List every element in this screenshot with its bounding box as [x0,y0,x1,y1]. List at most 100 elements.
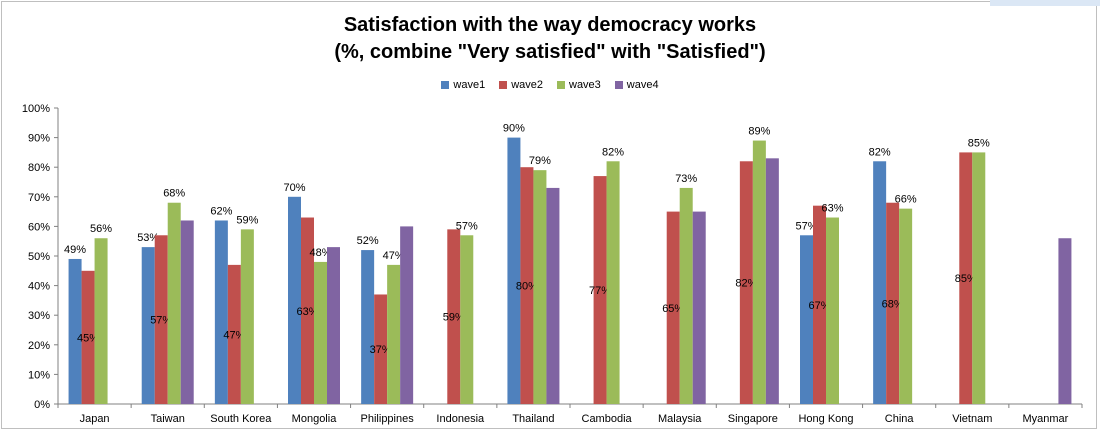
x-tick-label: Cambodia [582,413,633,425]
x-tick-label: Indonesia [436,413,485,425]
bar-wave3 [387,264,401,404]
y-tick-label: 30% [28,310,50,322]
data-label-wave2: 82% [735,278,757,290]
bar-wave2 [886,202,900,404]
data-label-wave1: 90% [503,123,525,135]
chart-subtitle: (%, combine "Very satisfied" with "Satis… [334,41,766,63]
x-tick-label: Malaysia [658,413,702,425]
x-tick-label: Myanmar [1023,413,1069,425]
bar-wave4 [327,247,340,404]
x-tick-label: Taiwan [151,413,185,425]
bar-wave3 [94,238,108,404]
bar-wave2 [227,264,241,404]
bar-wave4 [400,226,414,404]
bar-wave3 [752,140,766,404]
data-label-wave1: 53% [137,232,159,244]
data-label-wave3: 79% [529,155,551,167]
data-label-wave3: 66% [895,194,917,206]
data-label-wave1: 52% [357,235,379,247]
bar-wave1 [361,250,375,404]
y-tick-label: 90% [28,133,50,145]
bar-wave2 [447,229,461,404]
data-label-wave1: 49% [64,244,86,256]
data-label-wave2: 57% [150,315,172,327]
legend-swatch-wave4 [614,81,623,89]
bar-wave3 [899,208,913,404]
legend-item-wave1: wave1 [441,79,485,91]
x-tick-label: China [885,413,915,425]
data-label-wave3: 59% [236,214,258,226]
x-tick-label: Philippines [361,413,415,425]
data-label-wave2: 77% [589,285,611,297]
bar-wave1 [68,258,82,404]
y-tick-label: 20% [28,340,50,352]
y-tick-label: 70% [28,192,50,204]
data-label-wave2: 80% [516,281,538,293]
y-tick-label: 100% [22,103,50,115]
data-label-wave3: 48% [309,247,331,259]
bar-wave2 [593,176,607,404]
data-label-wave3: 68% [163,188,185,200]
legend-label-wave3: wave3 [569,79,601,91]
bar-wave2 [813,205,826,404]
bar-wave1 [214,220,228,404]
data-label-wave2: 63% [296,306,318,318]
x-tick-label: Mongolia [292,413,338,425]
bar-wave2 [959,152,973,404]
bar-wave3 [606,161,620,404]
chart-legend: wave1 wave2 wave3 wave4 [0,79,1100,91]
x-tick-label: Singapore [728,413,778,425]
legend-label-wave4: wave4 [626,79,659,91]
data-label-wave3: 57% [456,220,478,232]
bar-wave3 [314,261,327,404]
y-tick-label: 40% [28,281,50,293]
bar-wave2 [301,217,314,404]
data-label-wave1: 57% [795,220,817,232]
bar-wave2 [81,270,95,404]
legend-item-wave3: wave3 [557,79,601,91]
bar-wave1 [873,161,887,404]
legend-swatch-wave3 [557,81,565,89]
bar-wave3 [240,229,254,404]
bar-wave2 [374,294,388,404]
data-label-wave2: 37% [370,344,392,356]
data-label-wave2: 65% [662,303,684,315]
legend-item-wave2: wave2 [499,79,543,91]
data-label-wave3: 56% [90,223,112,235]
x-tick-label: Japan [80,413,110,425]
data-label-wave2: 47% [223,329,245,341]
y-tick-label: 60% [28,221,50,233]
x-tick-label: Vietnam [952,413,992,425]
data-label-wave3: 82% [602,146,624,158]
data-label-wave3: 89% [748,126,770,138]
bar-wave2 [739,161,753,404]
data-label-wave3: 73% [675,173,697,185]
bar-wave3 [972,152,986,404]
bar-wave2 [666,211,680,404]
data-label-wave3: 63% [821,203,843,215]
bar-wave1 [288,196,301,404]
legend-swatch-wave2 [499,81,508,89]
bar-wave3 [826,217,839,404]
data-label-wave1: 70% [283,182,305,194]
data-label-wave2: 67% [808,300,830,312]
data-label-wave1: 62% [210,205,232,217]
data-label-wave2: 59% [443,312,465,324]
bar-wave4 [180,220,194,404]
bar-wave4 [692,211,706,404]
bar-wave3 [679,187,693,404]
bar-wave2 [154,235,168,404]
chart-title: Satisfaction with the way democracy work… [343,14,757,36]
bar-wave4 [765,158,779,404]
y-tick-label: 50% [28,251,50,263]
x-tick-label: South Korea [210,413,272,425]
y-tick-label: 10% [28,369,50,381]
x-tick-label: Hong Kong [798,413,853,425]
bar-wave1 [507,137,521,404]
bar-wave1 [800,235,813,404]
data-label-wave3: 85% [968,137,990,149]
data-label-wave3: 47% [383,250,405,262]
